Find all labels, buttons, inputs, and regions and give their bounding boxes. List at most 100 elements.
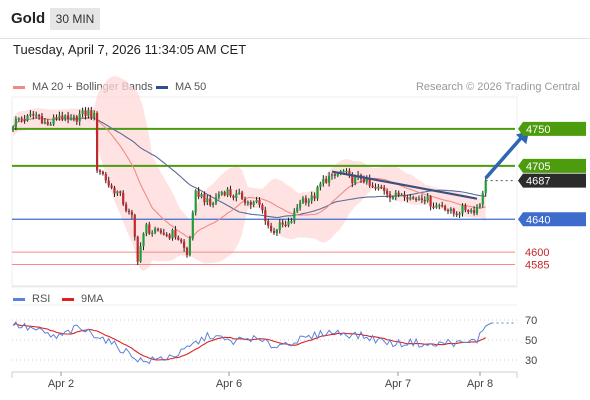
candle-body bbox=[432, 206, 435, 209]
candle-body bbox=[81, 110, 84, 114]
candle-body bbox=[200, 193, 203, 198]
candle-body bbox=[145, 224, 148, 234]
candle-body bbox=[49, 124, 52, 126]
candle-body bbox=[64, 115, 67, 119]
candle-body bbox=[148, 224, 151, 234]
candle-body bbox=[458, 213, 461, 215]
candle-body bbox=[470, 210, 473, 213]
candle-body bbox=[23, 118, 26, 121]
candle-body bbox=[52, 117, 55, 125]
target-arrow-shaft bbox=[484, 134, 525, 180]
candle-body bbox=[426, 196, 429, 201]
candle-body bbox=[281, 222, 284, 225]
candle-body bbox=[122, 192, 125, 205]
instrument-title: Gold bbox=[11, 10, 46, 27]
candle-body bbox=[177, 237, 180, 240]
candle-body bbox=[310, 195, 313, 201]
candle-body bbox=[197, 190, 200, 198]
candle-body bbox=[394, 192, 397, 198]
support-label-4585: 4585 bbox=[525, 259, 549, 271]
candle-body bbox=[325, 178, 328, 183]
candle-body bbox=[383, 187, 386, 191]
candle-body bbox=[348, 170, 351, 175]
price-tag-label: 4705 bbox=[526, 161, 550, 173]
candle-body bbox=[78, 113, 81, 122]
candle-body bbox=[46, 121, 49, 125]
candle-body bbox=[380, 186, 383, 189]
candle-body bbox=[130, 211, 133, 215]
candle-body bbox=[249, 201, 252, 205]
ma9-legend-label: 9MA bbox=[81, 293, 104, 305]
candle-body bbox=[261, 204, 264, 211]
candle-body bbox=[151, 232, 154, 235]
candle-body bbox=[75, 116, 78, 122]
bollinger-band bbox=[13, 75, 486, 272]
rsi-legend-label: RSI bbox=[32, 293, 51, 305]
candle-body bbox=[423, 199, 426, 202]
support-label-4600: 4600 bbox=[525, 247, 549, 259]
candle-body bbox=[444, 206, 447, 210]
candle-body bbox=[319, 183, 322, 187]
candle-body bbox=[203, 193, 206, 203]
candle-body bbox=[58, 115, 61, 119]
candle-body bbox=[467, 210, 470, 213]
candle-body bbox=[296, 207, 299, 212]
candle-body bbox=[371, 185, 374, 188]
candle-body bbox=[116, 191, 119, 194]
candle-body bbox=[241, 192, 244, 200]
candle-body bbox=[96, 112, 99, 171]
candle-body bbox=[113, 187, 116, 194]
trend-line bbox=[331, 170, 478, 200]
candle-body bbox=[156, 228, 160, 231]
price-tag-box bbox=[518, 121, 586, 136]
price-tag-4750: 4750 bbox=[518, 121, 586, 136]
candle-body bbox=[168, 234, 171, 239]
candle-body bbox=[415, 198, 418, 201]
x-tick-label: Apr 2 bbox=[48, 378, 74, 390]
candle-body bbox=[180, 239, 183, 242]
candle-body bbox=[171, 229, 174, 239]
candle-body bbox=[29, 113, 32, 116]
candle-body bbox=[255, 200, 258, 203]
candle-body bbox=[38, 114, 41, 117]
candle-body bbox=[435, 205, 438, 208]
candle-body bbox=[403, 194, 406, 198]
candle-body bbox=[484, 180, 487, 194]
candle-body bbox=[212, 203, 215, 206]
x-tick-label: Apr 7 bbox=[385, 378, 411, 390]
candle-body bbox=[119, 191, 122, 193]
candle-body bbox=[400, 194, 403, 197]
candle-body bbox=[139, 246, 142, 262]
candle-body bbox=[345, 170, 348, 173]
candle-body bbox=[351, 174, 354, 184]
candle-body bbox=[374, 186, 377, 189]
candle-body bbox=[252, 202, 255, 205]
chart-header: Gold 30 MIN bbox=[0, 0, 590, 38]
candle-body bbox=[368, 178, 371, 186]
candle-body bbox=[217, 194, 220, 198]
candle-body bbox=[386, 190, 389, 195]
candle-body bbox=[272, 230, 276, 234]
candle-body bbox=[87, 110, 90, 116]
candle-body bbox=[475, 206, 479, 214]
candle-body bbox=[127, 210, 131, 213]
price-tag-box bbox=[518, 173, 586, 188]
timeframe-button[interactable]: 30 MIN bbox=[50, 8, 100, 30]
price-tag-4640: 4640 bbox=[518, 212, 586, 227]
candle-body bbox=[154, 228, 157, 233]
candle-body bbox=[328, 175, 331, 183]
candles bbox=[11, 106, 487, 265]
candle-body bbox=[336, 173, 339, 176]
candle-body bbox=[90, 110, 93, 118]
candle-body bbox=[452, 208, 455, 214]
candle-body bbox=[397, 192, 400, 195]
candle-body bbox=[125, 204, 128, 211]
price-panel-frame bbox=[11, 96, 518, 288]
candle-body bbox=[174, 229, 177, 238]
candle-body bbox=[206, 198, 209, 203]
rsi-tick-50: 50 bbox=[525, 335, 537, 347]
candle-body bbox=[162, 232, 165, 235]
candle-body bbox=[270, 225, 273, 231]
candle-body bbox=[232, 195, 235, 198]
candle-body bbox=[307, 200, 310, 203]
